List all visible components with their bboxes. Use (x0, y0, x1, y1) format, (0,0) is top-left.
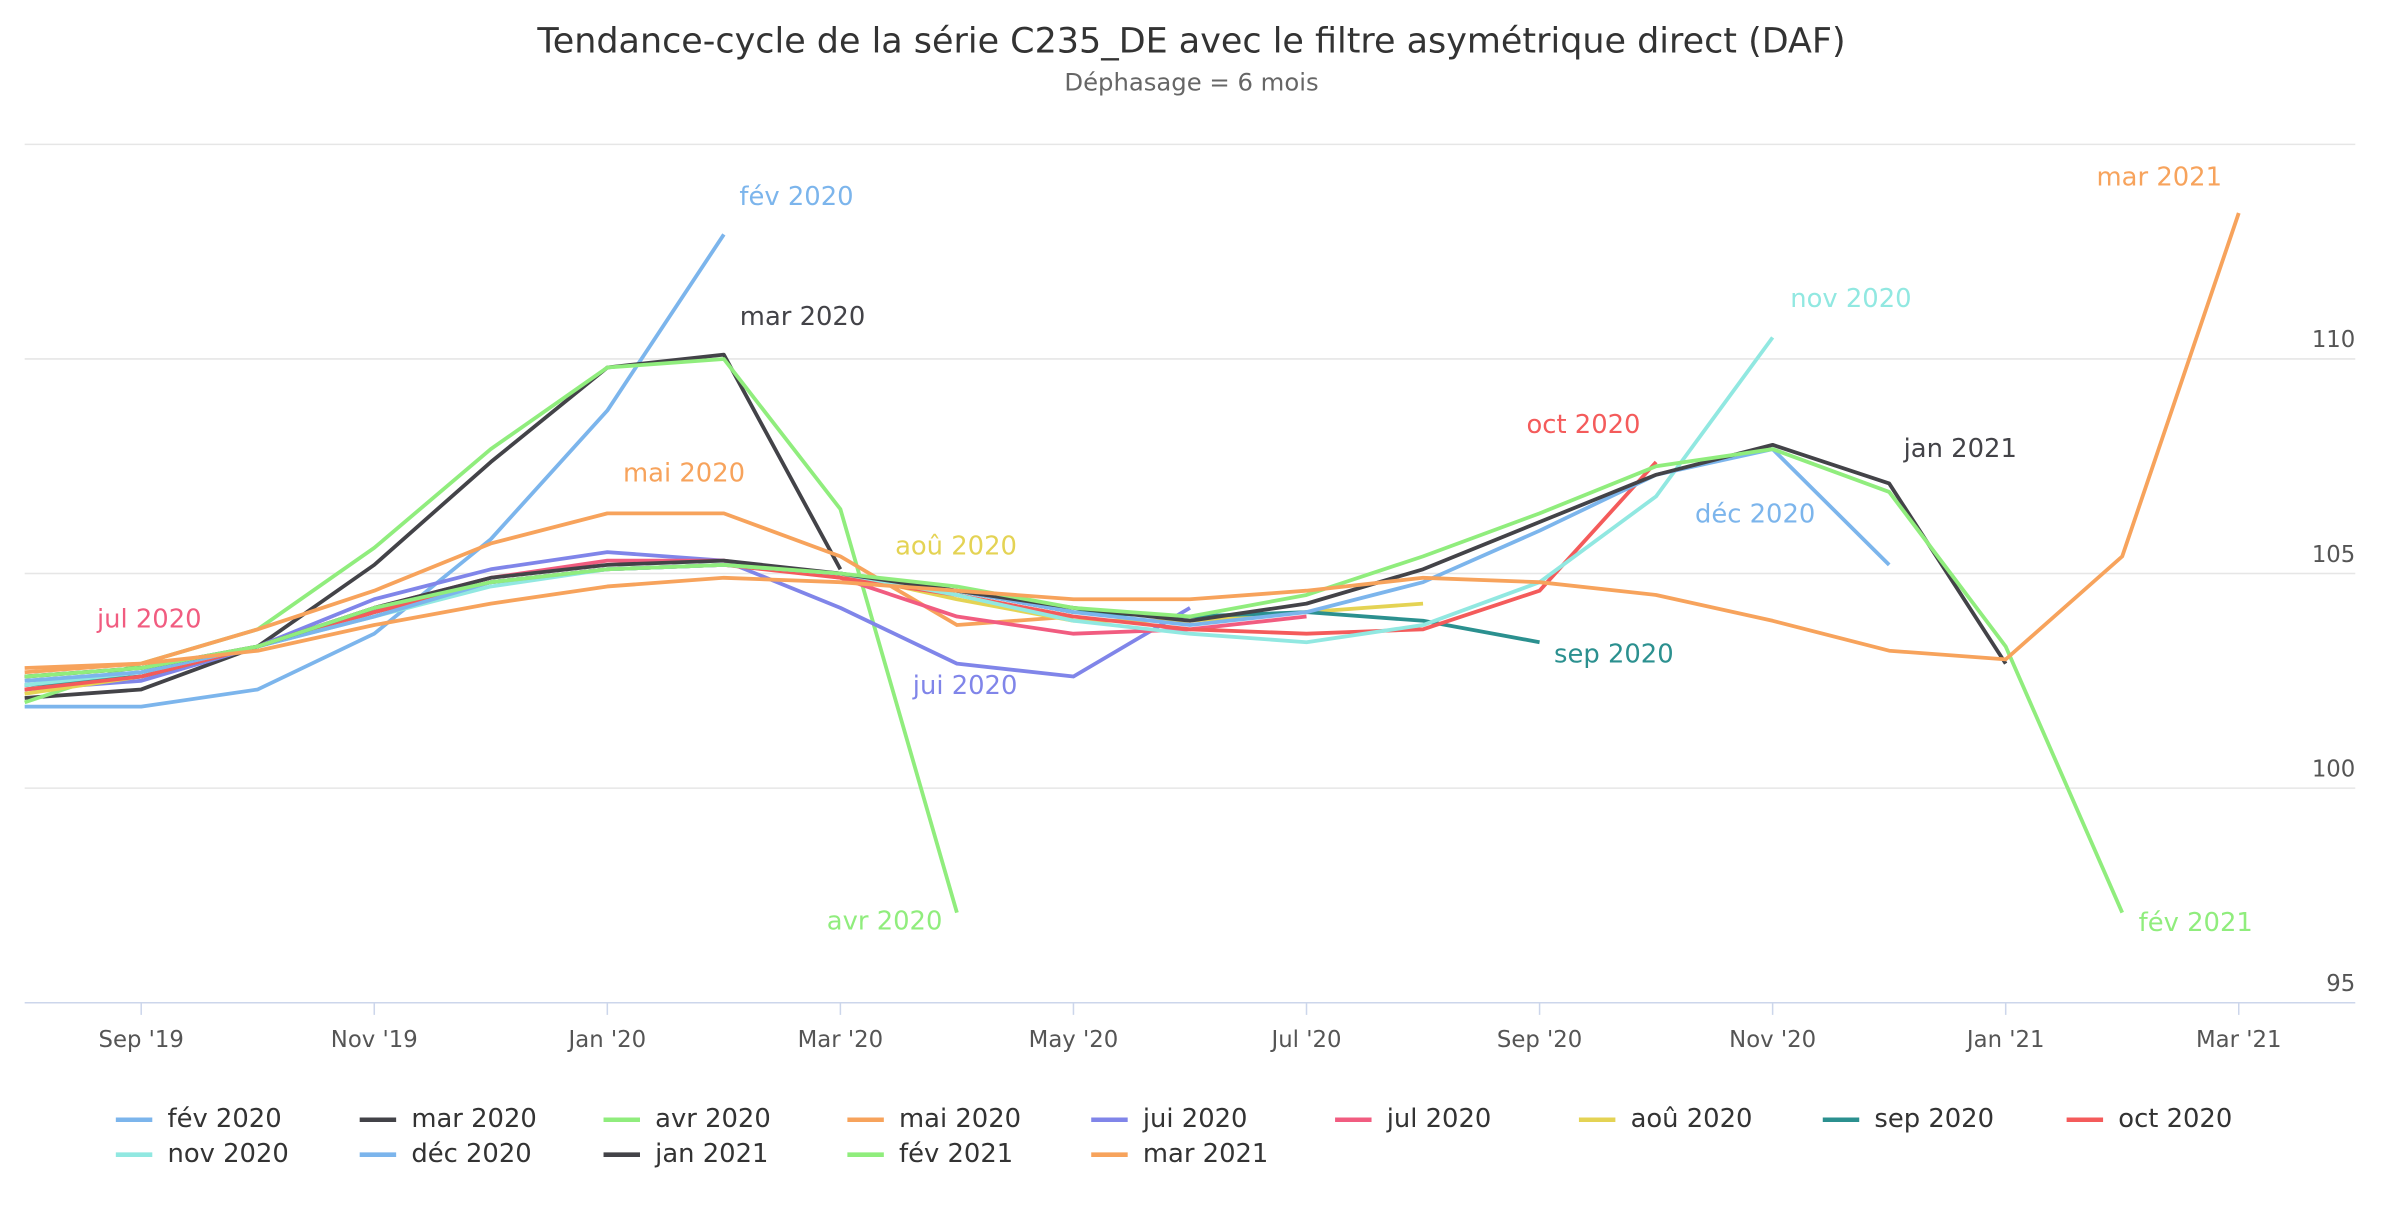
x-tick-label: Mar '20 (798, 1027, 883, 1053)
legend-item[interactable]: jui 2020 (1091, 1104, 1247, 1134)
legend-item[interactable]: mai 2020 (847, 1104, 1021, 1134)
series-label: avr 2020 (827, 907, 943, 937)
x-tick-label: Nov '20 (1729, 1027, 1816, 1053)
legend-item[interactable]: jul 2020 (1335, 1104, 1491, 1134)
series-line (24, 511, 1074, 670)
x-tick-label: Jan '21 (1965, 1027, 2045, 1053)
legend-item[interactable]: fév 2020 (115, 1104, 282, 1134)
series-line (24, 233, 726, 709)
legend-item[interactable]: avr 2020 (603, 1104, 771, 1134)
legend-label: nov 2020 (167, 1139, 288, 1169)
legend-item[interactable]: mar 2021 (1091, 1139, 1268, 1169)
legend-label: mai 2020 (899, 1104, 1021, 1134)
x-tick-label: May '20 (1029, 1027, 1119, 1053)
y-tick-label: 95 (2326, 971, 2355, 997)
legend-label: mar 2021 (1143, 1139, 1268, 1169)
legend-item[interactable]: sep 2020 (1822, 1104, 1994, 1134)
series-label: oct 2020 (1526, 410, 1640, 440)
legend-label: jan 2021 (654, 1139, 768, 1169)
legend-item[interactable]: fév 2021 (847, 1139, 1013, 1169)
labels: fév 2020 mar 2020 avr 2020 mai 2020 jui 2020… (96, 162, 2253, 938)
legend-label: déc 2020 (411, 1139, 531, 1169)
legend-item[interactable]: oct 2020 (2066, 1104, 2233, 1134)
grid: 95 100 105 110 Sep '19 Nov '19 Jan '20 Mar '20 M… (24, 327, 2355, 1053)
x-tick-label: Jul '20 (1270, 1027, 1342, 1053)
series-label: jul 2020 (96, 604, 202, 634)
series-line (24, 447, 2124, 914)
series-line (24, 357, 959, 914)
y-tick-label: 100 (2312, 756, 2355, 782)
lines (24, 212, 2241, 914)
series-line (24, 460, 1658, 692)
x-tick-label: Nov '19 (331, 1027, 418, 1053)
y-tick-label: 105 (2312, 542, 2355, 568)
x-tick-label: Jan '20 (567, 1027, 647, 1053)
series-label: jan 2021 (1903, 434, 2017, 464)
legend-item[interactable]: nov 2020 (115, 1139, 289, 1169)
series-label: nov 2020 (1790, 284, 1911, 314)
chart-subtitle: Déphasage = 6 mois (1064, 68, 1318, 97)
legend-label: jul 2020 (1386, 1104, 1492, 1134)
series-line (24, 212, 2241, 675)
series-label: mai 2020 (623, 459, 745, 489)
chart-title: Tendance-cycle de la série C235_DE avec … (536, 22, 1845, 62)
legend-item[interactable]: déc 2020 (359, 1139, 532, 1169)
series-label: fév 2021 (2139, 908, 2253, 938)
y-tick-label: 110 (2312, 327, 2355, 353)
series-label: déc 2020 (1695, 500, 1815, 530)
series-label: mar 2021 (2097, 162, 2222, 192)
x-tick-label: Sep '19 (99, 1027, 184, 1053)
series-line (24, 352, 843, 700)
x-tick-label: Mar '21 (2196, 1027, 2281, 1053)
legend-label: sep 2020 (1874, 1104, 1994, 1134)
legend-label: aoû 2020 (1631, 1104, 1753, 1134)
series-label: sep 2020 (1554, 639, 1674, 669)
legend-label: avr 2020 (655, 1104, 771, 1134)
series-label: jui 2020 (912, 671, 1018, 701)
legend-item[interactable]: jan 2021 (603, 1139, 769, 1169)
legend-label: fév 2021 (899, 1139, 1013, 1169)
x-tick-label: Sep '20 (1497, 1027, 1582, 1053)
legend-label: mar 2020 (411, 1104, 536, 1134)
legend-label: jui 2020 (1142, 1104, 1248, 1134)
legend-item[interactable]: aoû 2020 (1578, 1104, 1753, 1134)
series-label: aoû 2020 (895, 531, 1017, 561)
series-label: mar 2020 (740, 302, 865, 332)
series-label: fév 2020 (739, 182, 853, 212)
legend-item[interactable]: mar 2020 (359, 1104, 537, 1134)
legend-label: oct 2020 (2118, 1104, 2232, 1134)
legend: fév 2020 mar 2020 avr 2020 mai 2020 jui 2020… (115, 1104, 2233, 1169)
legend-label: fév 2020 (167, 1104, 281, 1134)
